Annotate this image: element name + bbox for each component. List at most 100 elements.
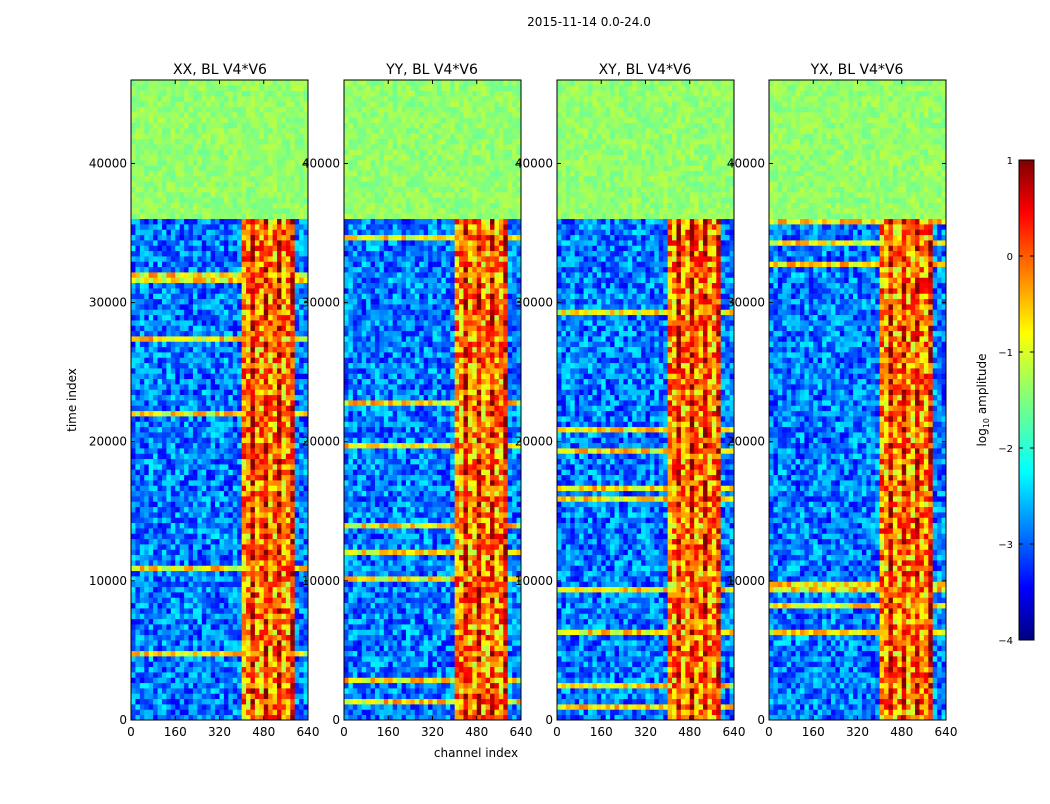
heat-cell <box>149 480 154 486</box>
heat-cell <box>281 336 286 342</box>
heat-cell <box>255 155 260 161</box>
heat-cell <box>162 619 167 625</box>
heat-cell <box>290 149 295 155</box>
heat-cell <box>175 304 180 310</box>
heat-cell <box>215 389 220 395</box>
heat-cell <box>153 533 158 539</box>
heat-cell <box>211 448 216 454</box>
heat-cell <box>206 283 211 289</box>
heat-cell <box>259 544 264 550</box>
heat-cell <box>193 192 198 198</box>
heat-cell <box>228 133 233 139</box>
heat-cell <box>277 139 282 145</box>
heat-cell <box>166 464 171 470</box>
heat-cell <box>228 421 233 427</box>
heat-cell <box>162 267 167 273</box>
heat-cell <box>162 400 167 406</box>
heat-cell <box>255 117 260 123</box>
heat-cell <box>131 597 136 603</box>
heat-cell <box>140 245 145 251</box>
heat-cell <box>255 592 260 598</box>
heat-cell <box>264 581 269 587</box>
heat-cell <box>246 709 251 715</box>
heat-cell <box>162 709 167 715</box>
heat-cell <box>180 555 185 561</box>
heat-cell <box>228 597 233 603</box>
heat-cell <box>175 613 180 619</box>
heat-cell <box>166 507 171 513</box>
heat-cell <box>233 688 238 694</box>
heat-cell <box>295 448 300 454</box>
heat-cell <box>149 304 154 310</box>
heat-cell <box>131 416 136 422</box>
heat-cell <box>406 709 411 715</box>
heat-cell <box>393 699 398 705</box>
heat-cell <box>171 325 176 331</box>
heat-cell <box>131 517 136 523</box>
heat-cell <box>250 197 255 203</box>
heat-cell <box>166 485 171 491</box>
heat-cell <box>290 357 295 363</box>
heat-cell <box>281 165 286 171</box>
heat-cell <box>277 379 282 385</box>
heat-cell <box>171 464 176 470</box>
heat-cell <box>233 469 238 475</box>
heat-cell <box>180 517 185 523</box>
heat-cell <box>197 416 202 422</box>
heat-cell <box>290 485 295 491</box>
heat-cell <box>299 539 304 545</box>
heat-cell <box>299 235 304 241</box>
heat-cell <box>135 427 140 433</box>
heat-cell <box>268 325 273 331</box>
heat-cell <box>153 80 158 86</box>
heat-cell <box>131 149 136 155</box>
heat-cell <box>224 203 229 209</box>
heat-cell <box>233 411 238 417</box>
heat-cell <box>180 427 185 433</box>
heat-cell <box>259 437 264 443</box>
heat-cell <box>175 315 180 321</box>
heat-cell <box>242 656 247 662</box>
heat-cell <box>295 176 300 182</box>
heat-cell <box>135 432 140 438</box>
heat-cell <box>211 85 216 91</box>
heat-cell <box>273 453 278 459</box>
heat-cell <box>228 128 233 134</box>
heat-cell <box>189 133 194 139</box>
heat-cell <box>277 107 282 113</box>
heat-cell <box>197 469 202 475</box>
heat-cell <box>149 597 154 603</box>
heat-cell <box>166 635 171 641</box>
heat-cell <box>273 683 278 689</box>
heat-cell <box>237 405 242 411</box>
heat-cell <box>175 469 180 475</box>
heat-cell <box>193 597 198 603</box>
heat-cell <box>193 165 198 171</box>
heat-cell <box>233 677 238 683</box>
heat-cell <box>158 395 163 401</box>
heat-cell <box>299 325 304 331</box>
heat-cell <box>259 565 264 571</box>
heat-cell <box>273 667 278 673</box>
heat-cell <box>268 363 273 369</box>
heat-cell <box>273 187 278 193</box>
heat-cell <box>290 635 295 641</box>
heat-cell <box>149 208 154 214</box>
heat-cell <box>175 528 180 534</box>
heat-cell <box>193 645 198 651</box>
heat-cell <box>166 101 171 107</box>
heat-cell <box>290 480 295 486</box>
heat-cell <box>255 608 260 614</box>
heat-cell <box>268 267 273 273</box>
heat-cell <box>184 85 189 91</box>
heat-cell <box>166 683 171 689</box>
heat-cell <box>158 373 163 379</box>
heat-cell <box>140 485 145 491</box>
heat-cell <box>255 661 260 667</box>
heat-cell <box>135 549 140 555</box>
heat-cell <box>140 187 145 193</box>
heat-cell <box>144 581 149 587</box>
heat-cell <box>233 533 238 539</box>
heat-cell <box>264 203 269 209</box>
heat-cell <box>153 160 158 166</box>
